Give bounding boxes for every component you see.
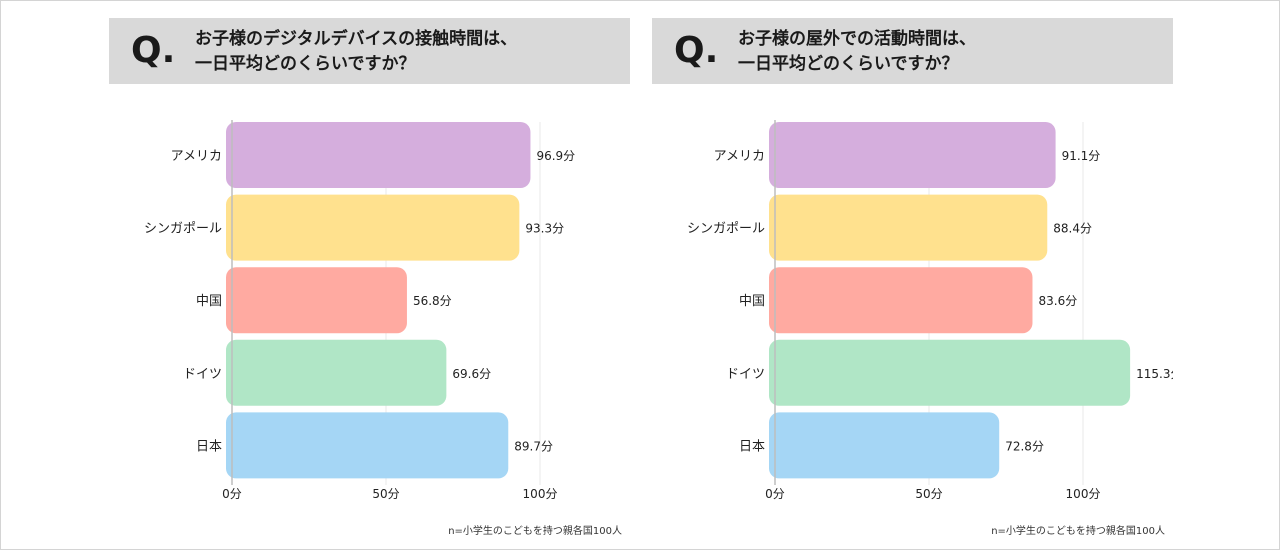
- data-label: 88.4分: [1053, 222, 1092, 236]
- bar: [226, 412, 509, 479]
- category-label: 日本: [739, 439, 765, 454]
- bar-group: [769, 267, 1033, 334]
- bar-group: [769, 194, 1048, 261]
- data-label: 69.6分: [452, 367, 491, 381]
- x-tick-label: 100分: [1066, 487, 1101, 501]
- sample-note: n=小学生のこどもを持つ親各国100人: [991, 526, 1165, 537]
- category-label: 中国: [739, 294, 765, 309]
- data-label: 83.6分: [1038, 294, 1077, 308]
- x-tick-label: 0分: [222, 487, 242, 501]
- q-mark: Q.: [131, 30, 176, 71]
- x-tick-label: 100分: [523, 487, 558, 501]
- data-label: 72.8分: [1005, 439, 1044, 453]
- panel-outdoor-activity-time: Q. お子様の屋外での活動時間は、 一日平均どのくらいですか？ アメリカ 91.1…: [652, 18, 1173, 538]
- data-label: 89.7分: [514, 439, 553, 453]
- bar-group: [226, 412, 509, 479]
- category-label: アメリカ: [171, 149, 222, 164]
- question-header: Q. お子様のデジタルデバイスの接触時間は、 一日平均どのくらいですか？: [109, 18, 630, 84]
- x-tick-label: 50分: [915, 487, 942, 501]
- data-label: 93.3分: [525, 222, 564, 236]
- q-mark: Q.: [674, 30, 719, 71]
- bar-group: [769, 339, 1131, 406]
- data-label: 91.1分: [1062, 149, 1101, 163]
- category-label: 日本: [196, 439, 222, 454]
- bar: [769, 267, 1033, 334]
- bar: [226, 267, 407, 334]
- bar-group: [769, 412, 1000, 479]
- data-label: 56.8分: [413, 294, 452, 308]
- bar: [769, 412, 1000, 479]
- sample-note: n=小学生のこどもを持つ親各国100人: [448, 526, 622, 537]
- bar-group: [769, 122, 1056, 188]
- data-label: 96.9分: [536, 149, 575, 163]
- category-label: シンガポール: [687, 222, 765, 237]
- bar: [769, 194, 1048, 261]
- bar: [769, 339, 1131, 406]
- question-line-1: お子様のデジタルデバイスの接触時間は、: [195, 29, 518, 49]
- question-line-2: 一日平均どのくらいですか？: [738, 54, 959, 74]
- bar-group: [226, 267, 407, 334]
- category-label: ドイツ: [726, 367, 765, 382]
- question-header: Q. お子様の屋外での活動時間は、 一日平均どのくらいですか？: [652, 18, 1173, 84]
- panel-digital-device-time: Q. お子様のデジタルデバイスの接触時間は、 一日平均どのくらいですか？ アメリ…: [109, 18, 630, 538]
- category-label: シンガポール: [144, 222, 222, 237]
- bar-group: [226, 122, 531, 188]
- question-text: お子様の屋外での活動時間は、 一日平均どのくらいですか？: [738, 27, 976, 77]
- bar-group: [226, 339, 447, 406]
- bar: [226, 194, 520, 261]
- x-tick-label: 0分: [765, 487, 785, 501]
- question-text: お子様のデジタルデバイスの接触時間は、 一日平均どのくらいですか？: [195, 27, 517, 77]
- category-label: ドイツ: [183, 367, 222, 382]
- x-tick-label: 50分: [372, 487, 399, 501]
- question-line-1: お子様の屋外での活動時間は、: [738, 29, 976, 49]
- bar-group: [226, 194, 520, 261]
- category-label: アメリカ: [714, 149, 765, 164]
- question-line-2: 一日平均どのくらいですか？: [195, 54, 416, 74]
- category-label: 中国: [196, 294, 222, 309]
- data-label: 115.3分: [1136, 367, 1173, 381]
- bar: [769, 122, 1056, 188]
- bar: [226, 339, 447, 406]
- bar: [226, 122, 531, 188]
